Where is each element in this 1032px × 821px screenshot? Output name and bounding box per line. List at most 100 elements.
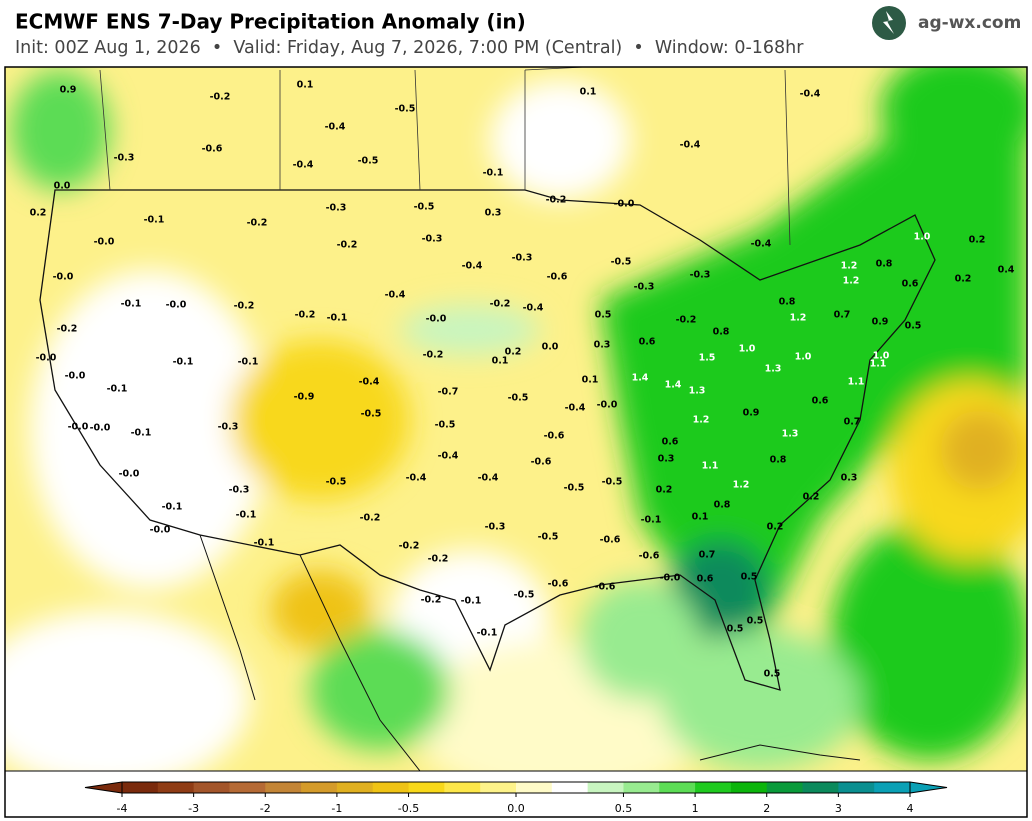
- map-value-label: -0.1: [173, 357, 194, 368]
- map-value-label: 0.1: [297, 80, 314, 91]
- map-value-label: 0.1: [692, 512, 709, 523]
- map-value-label: -0.4: [523, 303, 544, 314]
- map-value-label: -0.2: [57, 324, 78, 335]
- map-value-label: -0.1: [162, 502, 183, 513]
- map-value-label: 1.2: [843, 276, 860, 287]
- map-value-label: -0.0: [597, 400, 618, 411]
- map-value-label: 0.5: [741, 572, 758, 583]
- map-value-label: -0.0: [53, 272, 74, 283]
- colorbar-tick-label: 1: [692, 802, 699, 815]
- map-value-label: -0.5: [602, 477, 623, 488]
- map-value-label: -0.0: [426, 314, 447, 325]
- map-value-label: -0.5: [611, 257, 632, 268]
- colorbar-segment: [229, 782, 266, 793]
- map-value-label: 0.9: [872, 317, 889, 328]
- map-value-label: -0.1: [483, 168, 504, 179]
- us-outline: [39, 189, 936, 691]
- map-value-label: 0.6: [902, 279, 919, 290]
- colorbar-segment: [695, 782, 732, 793]
- colorbar-segment: [336, 782, 374, 793]
- map-value-label: -0.2: [428, 554, 449, 565]
- map-value-label: -0.6: [547, 272, 568, 283]
- map-value-label: 1.3: [689, 386, 706, 397]
- map-value-label: -0.4: [800, 89, 821, 100]
- map-value-label: -0.5: [414, 202, 435, 213]
- map-value-label: -0.4: [359, 377, 380, 388]
- mexico-coast: [199, 534, 421, 771]
- colorbar-tick-label: -2: [260, 802, 271, 815]
- frame: [4, 66, 1028, 818]
- map-value-label: -0.1: [236, 510, 257, 521]
- province-lines: [99, 67, 791, 246]
- map-value-label: 0.1: [492, 356, 509, 367]
- map-value-label: -0.2: [546, 195, 567, 206]
- map-value-label: 0.2: [969, 235, 986, 246]
- map-value-label: 0.2: [656, 485, 673, 496]
- colorbar-segment: [372, 782, 410, 793]
- colorbar-tick-label: 0.5: [615, 802, 633, 815]
- map-value-label: -0.1: [254, 538, 275, 549]
- labels: 0.9 -0.2 0.1 -0.5 0.1 -0.4 -0.4 -0.6 -0.3 -0.4 -0.…: [30, 80, 1015, 680]
- map-value-label: -0.1: [121, 299, 142, 310]
- map-value-label: -0.3: [634, 282, 655, 293]
- map-value-label: -0.1: [131, 428, 152, 439]
- map-value-label: -0.3: [229, 485, 250, 496]
- colorbar-segment: [587, 782, 624, 793]
- map-value-label: -0.4: [325, 122, 346, 133]
- map-value-label: -0.5: [326, 477, 347, 488]
- map-value-label: 0.6: [662, 437, 679, 448]
- map-value-label: -0.3: [422, 234, 443, 245]
- colorbar-segment: [659, 782, 696, 793]
- map-value-label: -0.6: [639, 551, 660, 562]
- map-value-label: -0.3: [218, 422, 239, 433]
- colorbar-segment: [874, 782, 911, 793]
- map-value-label: -0.1: [238, 357, 259, 368]
- map-value-label: 1.3: [765, 364, 782, 375]
- map-value-label: 0.5: [727, 624, 744, 635]
- colorbar-segment: [730, 782, 768, 793]
- map-value-label: -0.6: [531, 457, 552, 468]
- map-value-label: -0.0: [614, 199, 635, 210]
- cuba: [699, 744, 861, 761]
- map-value-label: -0.0: [94, 237, 115, 248]
- colorbar-arrow-right: [909, 781, 948, 794]
- map-value-label: 1.5: [699, 353, 716, 364]
- map-value-label: 0.8: [714, 500, 731, 511]
- map-value-label: -0.4: [751, 239, 772, 250]
- map-value-label: 1.0: [739, 344, 756, 355]
- map-value-label: -0.1: [144, 215, 165, 226]
- colorbar-tick-label: 4: [907, 802, 914, 815]
- map-value-label: 1.0: [873, 351, 890, 362]
- colorbar-tick-label: 3: [835, 802, 842, 815]
- map-value-label: 1.4: [632, 373, 649, 384]
- map-value-label: 0.2: [767, 522, 784, 533]
- map-value-label: -0.6: [600, 535, 621, 546]
- map-value-label: 0.6: [639, 337, 656, 348]
- map-value-label: -0.4: [478, 473, 499, 484]
- map-value-label: -0.4: [385, 290, 406, 301]
- map-value-label: 0.1: [580, 87, 597, 98]
- map-value-label: -0.2: [337, 240, 358, 251]
- map-value-label: 1.1: [870, 359, 887, 370]
- map-value-label: 0.7: [834, 310, 851, 321]
- map-value-label: 0.8: [713, 327, 730, 338]
- map-value-label: 0.5: [764, 669, 781, 680]
- colorbar-segment: [444, 782, 481, 793]
- colorbar-segment: [551, 782, 589, 793]
- colorbar-segment: [623, 782, 660, 793]
- map-value-label: -0.2: [490, 299, 511, 310]
- map-value-label: 0.5: [905, 321, 922, 332]
- map-value-label: -0.5: [358, 156, 379, 167]
- map-value-label: -0.2: [399, 541, 420, 552]
- map-value-label: 1.2: [693, 415, 710, 426]
- map-value-label: -0.2: [421, 595, 442, 606]
- map-value-label: 1.2: [733, 480, 750, 491]
- map-value-label: 1.0: [914, 232, 931, 243]
- map-value-label: 1.0: [795, 352, 812, 363]
- map-value-label: 0.8: [770, 455, 787, 466]
- map-value-label: 0.3: [841, 473, 858, 484]
- map-value-label: 0.6: [697, 574, 714, 585]
- colorbar: -4 -3 -2 -1 -0.5 0.0 0.5 1 2 3 4: [84, 781, 948, 815]
- map-value-label: -0.0: [150, 525, 171, 536]
- map-value-label: 1.3: [782, 429, 799, 440]
